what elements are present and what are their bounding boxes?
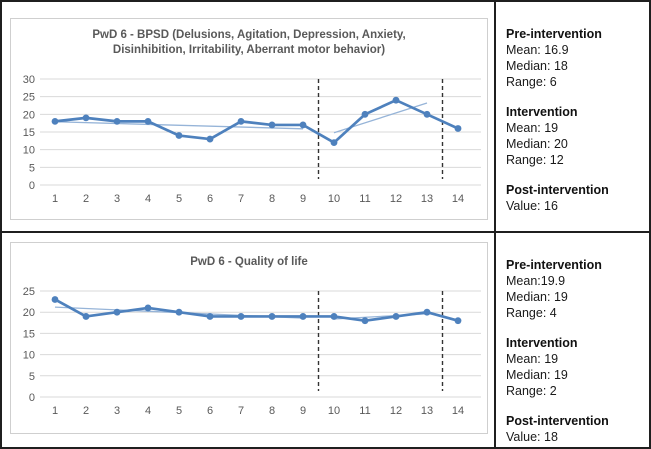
svg-text:1: 1 <box>52 193 58 205</box>
svg-text:7: 7 <box>238 193 244 205</box>
svg-text:10: 10 <box>328 405 340 417</box>
svg-text:4: 4 <box>145 405 151 417</box>
stats-range: Range: 4 <box>506 306 557 320</box>
svg-text:12: 12 <box>390 193 402 205</box>
svg-text:5: 5 <box>29 371 35 383</box>
svg-text:2: 2 <box>83 193 89 205</box>
stats-heading: Post-intervention <box>506 183 609 197</box>
svg-text:14: 14 <box>452 193 464 205</box>
stats-median: Median: 20 <box>506 137 568 151</box>
svg-text:4: 4 <box>145 193 151 205</box>
stats-section-post: Post-intervention Value: 16 <box>506 182 645 214</box>
svg-text:10: 10 <box>328 193 340 205</box>
stats-range: Range: 12 <box>506 153 564 167</box>
stats-mean: Mean: 19 <box>506 352 559 366</box>
svg-text:8: 8 <box>269 193 275 205</box>
bpsd-stats-panel: Pre-intervention Mean: 16.9 Median: 18 R… <box>496 2 649 231</box>
svg-text:9: 9 <box>300 193 306 205</box>
bpsd-chart: PwD 6 - BPSD (Delusions, Agitation, Depr… <box>10 18 488 220</box>
bpsd-chart-title-line-1: PwD 6 - BPSD (Delusions, Agitation, Depr… <box>92 29 406 41</box>
svg-text:7: 7 <box>238 405 244 417</box>
svg-text:25: 25 <box>23 286 35 298</box>
svg-text:3: 3 <box>114 193 120 205</box>
qol-row: PwD 6 - Quality of life 0 5 10 15 20 25 1 2 3 4 5 6… <box>2 233 649 447</box>
svg-text:3: 3 <box>114 405 120 417</box>
svg-text:5: 5 <box>176 193 182 205</box>
stats-range: Range: 6 <box>506 75 557 89</box>
svg-text:15: 15 <box>23 328 35 340</box>
stats-mean: Mean:19.9 <box>506 274 566 288</box>
svg-text:13: 13 <box>421 405 433 417</box>
stats-value: Value: 16 <box>506 199 558 213</box>
svg-text:5: 5 <box>176 405 182 417</box>
stats-section-pre: Pre-intervention Mean:19.9 Median: 19 Ra… <box>506 257 645 321</box>
svg-text:8: 8 <box>269 405 275 417</box>
stats-mean: Mean: 16.9 <box>506 43 569 57</box>
qol-chart: PwD 6 - Quality of life 0 5 10 15 20 25 1 2 3 4 5 6… <box>10 242 488 434</box>
stats-heading: Post-intervention <box>506 414 609 428</box>
stats-section-pre: Pre-intervention Mean: 16.9 Median: 18 R… <box>506 26 645 90</box>
qol-chart-title-line-1: PwD 6 - Quality of life <box>190 256 308 268</box>
stats-heading: Intervention <box>506 105 578 119</box>
svg-text:30: 30 <box>23 74 35 86</box>
svg-text:20: 20 <box>23 109 35 121</box>
stats-value: Value: 18 <box>506 430 558 444</box>
qol-chart-title: PwD 6 - Quality of life <box>11 243 487 270</box>
qol-stats-panel: Pre-intervention Mean:19.9 Median: 19 Ra… <box>496 233 649 447</box>
svg-text:11: 11 <box>359 405 370 417</box>
svg-text:9: 9 <box>300 405 306 417</box>
svg-text:2: 2 <box>83 405 89 417</box>
svg-text:15: 15 <box>23 127 35 139</box>
stats-mean: Mean: 19 <box>506 121 559 135</box>
bpsd-chart-title-line-2: Disinhibition, Irritability, Aberrant mo… <box>112 44 386 56</box>
svg-text:5: 5 <box>29 162 35 174</box>
svg-text:25: 25 <box>23 92 35 104</box>
svg-text:0: 0 <box>29 392 35 404</box>
svg-text:14: 14 <box>452 405 464 417</box>
svg-text:11: 11 <box>359 193 370 205</box>
svg-text:10: 10 <box>23 145 35 157</box>
bpsd-row: PwD 6 - BPSD (Delusions, Agitation, Depr… <box>2 2 649 233</box>
svg-text:0: 0 <box>29 180 35 192</box>
svg-text:13: 13 <box>421 193 433 205</box>
stats-heading: Pre-intervention <box>506 258 602 272</box>
stats-median: Median: 19 <box>506 290 568 304</box>
stats-section-post: Post-intervention Value: 18 <box>506 413 645 445</box>
stats-median: Median: 18 <box>506 59 568 73</box>
svg-text:12: 12 <box>390 405 402 417</box>
stats-heading: Pre-intervention <box>506 27 602 41</box>
stats-section-intervention: Intervention Mean: 19 Median: 19 Range: … <box>506 335 645 399</box>
bpsd-chart-title: PwD 6 - BPSD (Delusions, Agitation, Depr… <box>11 19 487 58</box>
stats-section-intervention: Intervention Mean: 19 Median: 20 Range: … <box>506 104 645 168</box>
svg-text:6: 6 <box>207 405 213 417</box>
svg-text:20: 20 <box>23 307 35 319</box>
stats-heading: Intervention <box>506 336 578 350</box>
svg-text:1: 1 <box>52 405 58 417</box>
qol-chart-cell: PwD 6 - Quality of life 0 5 10 15 20 25 1 2 3 4 5 6… <box>2 233 496 447</box>
svg-text:10: 10 <box>23 350 35 362</box>
bpsd-chart-cell: PwD 6 - BPSD (Delusions, Agitation, Depr… <box>2 2 496 231</box>
stats-median: Median: 19 <box>506 368 568 382</box>
svg-text:6: 6 <box>207 193 213 205</box>
stats-range: Range: 2 <box>506 384 557 398</box>
